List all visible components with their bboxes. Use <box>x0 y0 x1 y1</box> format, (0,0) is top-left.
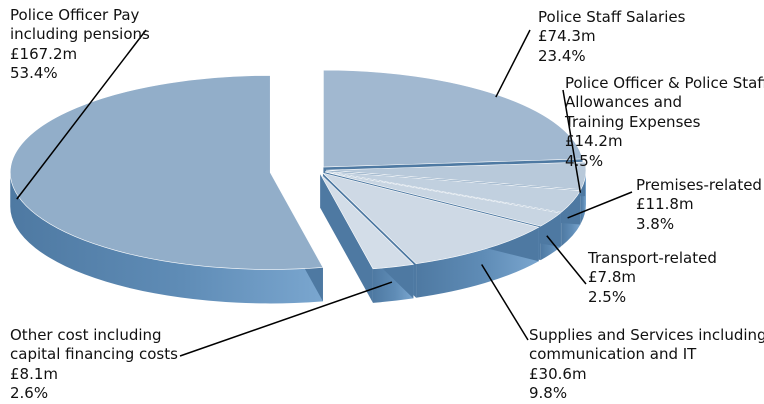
leader-line-staff-salaries <box>495 29 531 98</box>
pie-slice-top <box>324 171 562 227</box>
leader-line-other-cost <box>179 281 393 357</box>
slice-label-allowances: Police Officer & Police Staff Allowances… <box>565 74 764 170</box>
slice-label-transport: Transport-related £7.8m 2.5% <box>588 249 717 306</box>
pie-slice-top <box>319 173 414 270</box>
slice-label-staff-salaries: Police Staff Salaries £74.3m 23.4% <box>538 8 686 65</box>
slice-label-premises: Premises-related £11.8m 3.8% <box>636 176 762 233</box>
pie-slice-top <box>10 75 324 270</box>
slice-label-supplies: Supplies and Services including communic… <box>529 326 764 403</box>
leader-line-transport <box>546 235 587 285</box>
slice-label-other-cost: Other cost including capital financing c… <box>10 326 178 403</box>
pie-slice-other-cost <box>319 173 414 303</box>
leader-line-allowances <box>562 89 582 193</box>
pie-slice-top <box>323 69 583 168</box>
pie-slice-top <box>325 161 587 190</box>
pie-slice-side <box>10 172 323 304</box>
leader-line-officer-pay <box>16 29 147 200</box>
pie-slice-top <box>321 172 540 265</box>
pie-slice-officer-pay <box>10 75 324 304</box>
slice-label-officer-pay: Police Officer Pay including pensions £1… <box>10 6 150 83</box>
leader-line-premises <box>567 191 633 219</box>
leader-line-supplies <box>481 264 529 341</box>
pie-slice-wall <box>320 173 373 303</box>
